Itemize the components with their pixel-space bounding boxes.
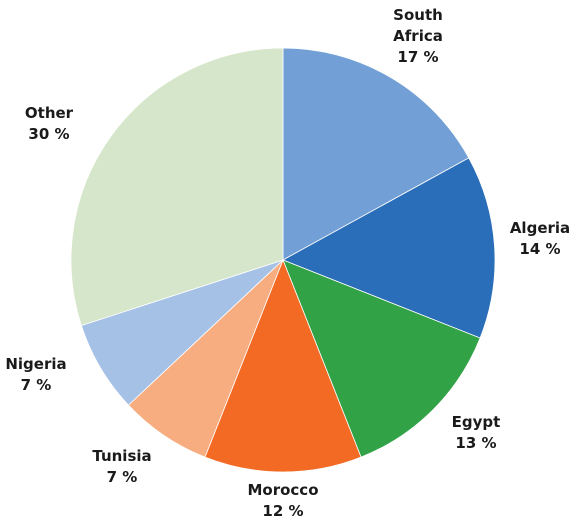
slice-value-egypt: 13 % bbox=[455, 434, 496, 452]
slice-name-nigeria: Nigeria bbox=[5, 355, 66, 373]
slice-name-algeria: Algeria bbox=[510, 219, 570, 237]
slice-value-other: 30 % bbox=[28, 125, 69, 143]
slice-name-tunisia: Tunisia bbox=[92, 447, 151, 465]
slice-value-nigeria: 7 % bbox=[21, 376, 52, 394]
pie-slice-algeria bbox=[282, 157, 496, 339]
slice-value-algeria: 14 % bbox=[519, 240, 560, 258]
pie-slice-egypt bbox=[282, 259, 481, 458]
slice-name-south-africa: Africa bbox=[393, 27, 443, 45]
slice-name-morocco: Morocco bbox=[247, 481, 318, 499]
slice-value-tunisia: 7 % bbox=[107, 468, 138, 486]
slice-value-morocco: 12 % bbox=[262, 502, 303, 520]
pie-slice-south-africa bbox=[282, 47, 470, 261]
slice-label-morocco: Morocco 12 % bbox=[247, 481, 318, 520]
slice-label-egypt: Egypt 13 % bbox=[452, 413, 501, 452]
slice-name-south-africa: South bbox=[393, 6, 443, 24]
pie-slice-other bbox=[70, 47, 284, 327]
slice-value-south-africa: 17 % bbox=[397, 48, 438, 66]
pie-labels: South Africa 17 % Algeria 14 % Egypt 13 % Moroc… bbox=[5, 6, 570, 520]
slice-label-south-africa: South Africa 17 % bbox=[393, 6, 443, 66]
pie-slices bbox=[70, 47, 496, 473]
slice-label-algeria: Algeria 14 % bbox=[510, 219, 570, 258]
slice-label-other: Other 30 % bbox=[25, 104, 74, 143]
pie-slice-morocco bbox=[204, 258, 362, 473]
slice-label-nigeria: Nigeria 7 % bbox=[5, 355, 66, 394]
slice-name-egypt: Egypt bbox=[452, 413, 501, 431]
slice-name-other: Other bbox=[25, 104, 74, 122]
slice-label-tunisia: Tunisia 7 % bbox=[92, 447, 151, 486]
